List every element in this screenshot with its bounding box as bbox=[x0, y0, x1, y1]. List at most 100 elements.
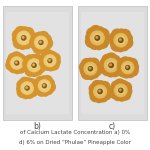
Circle shape bbox=[41, 42, 50, 51]
Circle shape bbox=[26, 87, 27, 88]
FancyBboxPatch shape bbox=[6, 12, 69, 114]
Circle shape bbox=[42, 76, 52, 86]
Circle shape bbox=[117, 36, 125, 44]
Circle shape bbox=[18, 40, 28, 49]
Circle shape bbox=[95, 36, 100, 40]
Circle shape bbox=[106, 53, 117, 64]
Circle shape bbox=[90, 69, 99, 78]
Circle shape bbox=[48, 59, 52, 63]
Circle shape bbox=[15, 62, 17, 63]
Circle shape bbox=[127, 58, 137, 69]
Circle shape bbox=[8, 55, 25, 71]
Circle shape bbox=[92, 62, 101, 71]
FancyBboxPatch shape bbox=[3, 6, 72, 120]
Circle shape bbox=[126, 69, 135, 78]
Circle shape bbox=[50, 53, 60, 63]
Circle shape bbox=[115, 79, 125, 89]
Circle shape bbox=[8, 53, 18, 63]
Circle shape bbox=[111, 81, 121, 91]
Circle shape bbox=[49, 52, 57, 60]
Circle shape bbox=[39, 40, 43, 45]
Circle shape bbox=[49, 60, 50, 61]
Circle shape bbox=[111, 40, 122, 51]
Circle shape bbox=[96, 88, 104, 95]
Circle shape bbox=[38, 44, 47, 53]
Circle shape bbox=[15, 63, 26, 73]
Circle shape bbox=[42, 34, 51, 44]
Circle shape bbox=[28, 83, 38, 92]
Circle shape bbox=[91, 83, 109, 100]
Circle shape bbox=[89, 67, 91, 69]
Circle shape bbox=[122, 86, 132, 96]
Circle shape bbox=[122, 33, 132, 44]
Circle shape bbox=[27, 86, 38, 97]
Circle shape bbox=[25, 65, 36, 76]
Circle shape bbox=[35, 84, 43, 92]
Text: c): c) bbox=[109, 122, 116, 131]
Circle shape bbox=[13, 65, 22, 74]
Circle shape bbox=[33, 66, 43, 75]
Circle shape bbox=[33, 43, 44, 54]
Circle shape bbox=[32, 34, 50, 51]
Circle shape bbox=[24, 35, 35, 46]
Circle shape bbox=[9, 64, 18, 73]
Circle shape bbox=[17, 87, 28, 97]
Circle shape bbox=[112, 62, 123, 73]
Circle shape bbox=[87, 65, 94, 73]
Circle shape bbox=[25, 32, 35, 42]
Circle shape bbox=[35, 58, 45, 68]
Circle shape bbox=[96, 36, 98, 38]
Circle shape bbox=[117, 64, 126, 72]
Circle shape bbox=[97, 81, 105, 90]
Circle shape bbox=[22, 36, 24, 38]
Circle shape bbox=[30, 37, 40, 47]
Circle shape bbox=[119, 39, 121, 41]
Circle shape bbox=[98, 29, 109, 40]
Circle shape bbox=[42, 38, 52, 48]
Circle shape bbox=[98, 93, 108, 102]
Circle shape bbox=[82, 60, 99, 77]
Circle shape bbox=[90, 31, 104, 45]
Circle shape bbox=[31, 41, 40, 50]
Circle shape bbox=[90, 26, 101, 37]
Circle shape bbox=[20, 77, 30, 87]
Circle shape bbox=[17, 56, 28, 66]
Circle shape bbox=[119, 89, 121, 91]
Circle shape bbox=[87, 28, 98, 39]
Circle shape bbox=[27, 79, 37, 89]
Circle shape bbox=[46, 57, 54, 64]
Circle shape bbox=[35, 36, 47, 49]
Circle shape bbox=[35, 76, 45, 86]
Circle shape bbox=[11, 57, 23, 69]
Circle shape bbox=[21, 90, 30, 99]
Circle shape bbox=[15, 27, 26, 38]
Circle shape bbox=[41, 87, 50, 96]
Circle shape bbox=[115, 84, 127, 97]
Circle shape bbox=[92, 81, 102, 91]
Circle shape bbox=[94, 85, 106, 98]
Circle shape bbox=[25, 55, 35, 66]
Circle shape bbox=[116, 42, 125, 52]
Circle shape bbox=[13, 59, 21, 67]
Circle shape bbox=[122, 69, 131, 78]
Circle shape bbox=[99, 33, 110, 44]
Circle shape bbox=[22, 39, 32, 49]
Circle shape bbox=[86, 33, 95, 42]
Circle shape bbox=[43, 85, 45, 86]
Circle shape bbox=[80, 62, 89, 72]
Circle shape bbox=[88, 28, 107, 47]
Circle shape bbox=[101, 85, 111, 95]
Circle shape bbox=[32, 63, 36, 67]
Circle shape bbox=[51, 57, 60, 66]
Circle shape bbox=[86, 70, 95, 80]
Circle shape bbox=[38, 32, 49, 42]
Circle shape bbox=[12, 30, 23, 40]
Circle shape bbox=[109, 33, 120, 43]
Circle shape bbox=[118, 60, 127, 69]
FancyBboxPatch shape bbox=[78, 6, 147, 120]
Text: b): b) bbox=[34, 122, 41, 131]
Circle shape bbox=[94, 93, 104, 102]
Circle shape bbox=[37, 39, 45, 46]
Circle shape bbox=[13, 34, 22, 44]
Circle shape bbox=[125, 58, 133, 66]
